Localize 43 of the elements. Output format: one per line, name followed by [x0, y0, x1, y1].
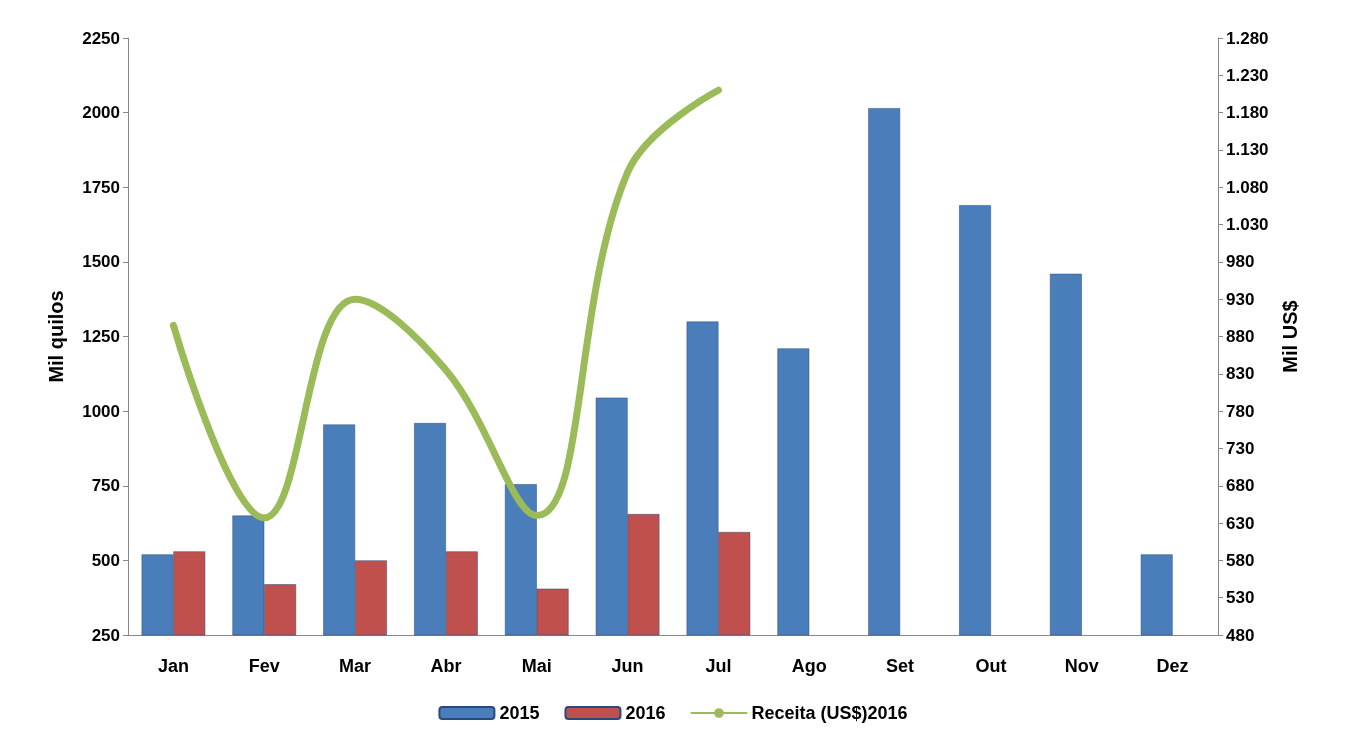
y-axis-title: Mil quilos — [45, 290, 67, 383]
y2-tick-label: 580 — [1226, 550, 1255, 570]
y-tick-label: 250 — [91, 625, 120, 645]
y2-tick-label: 1.130 — [1226, 140, 1269, 160]
y2-tick-label: 1.230 — [1226, 65, 1269, 85]
y-tick-label: 1250 — [82, 327, 120, 346]
y2-tick-label: 980 — [1226, 252, 1255, 272]
y-tick-label: 1750 — [82, 177, 120, 197]
y2-tick-label: 530 — [1226, 588, 1255, 608]
x-tick-label: Mar — [339, 656, 372, 676]
y2-tick-label: 830 — [1226, 364, 1255, 384]
y-tick-label: 1500 — [82, 252, 120, 272]
y2-tick-label: 680 — [1226, 476, 1255, 496]
x-tick-label: Nov — [1064, 656, 1099, 676]
y2-tick-label: 930 — [1226, 289, 1255, 309]
y-tick-label: 2250 — [82, 28, 120, 48]
x-tick-label: Fev — [248, 656, 280, 676]
y2-axis-title: Mil US$ — [1279, 300, 1301, 373]
x-tick-label: Jul — [705, 656, 732, 676]
y2-tick-label: 1.080 — [1226, 177, 1269, 197]
y2-tick-label: 730 — [1226, 438, 1255, 458]
x-tick-label: Mai — [521, 656, 552, 676]
y-tick-label: 750 — [91, 476, 120, 496]
x-tick-label: Jan — [157, 656, 189, 676]
y2-tick-label: 1.030 — [1226, 215, 1269, 235]
x-tick-label: Jun — [611, 656, 644, 676]
y-tick-label: 1000 — [82, 401, 120, 421]
legend-label: Receita (US$)2016 — [751, 703, 908, 723]
x-tick-label: Dez — [1156, 656, 1189, 676]
legend-label: 2016 — [625, 703, 666, 723]
x-tick-label: Set — [886, 656, 915, 676]
y-tick-label: 500 — [91, 550, 120, 570]
x-tick-label: Ago — [791, 656, 827, 676]
y-tick-label: 2000 — [82, 103, 120, 123]
legend-label: 2015 — [499, 703, 540, 723]
y2-tick-label: 630 — [1226, 513, 1255, 533]
x-tick-label: Out — [975, 656, 1007, 676]
y2-tick-label: 1.280 — [1226, 28, 1269, 48]
y2-tick-label: 480 — [1226, 625, 1255, 645]
y2-tick-label: 880 — [1226, 327, 1255, 346]
x-tick-label: Abr — [430, 656, 462, 676]
y2-tick-label: 780 — [1226, 401, 1255, 421]
y2-tick-label: 1.180 — [1226, 103, 1269, 123]
